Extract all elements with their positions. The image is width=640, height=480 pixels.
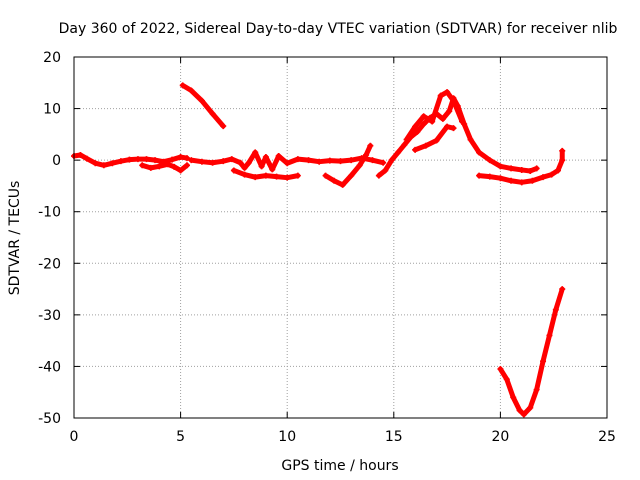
data-trace <box>433 124 450 144</box>
data-trace <box>534 358 546 393</box>
data-trace <box>199 98 216 117</box>
data-series-segment-11 <box>497 286 566 418</box>
plot-frame <box>73 56 608 419</box>
data-trace <box>504 376 516 400</box>
y-tick-label: 10 <box>43 102 61 118</box>
data-series-segment-5 <box>230 167 301 181</box>
data-point <box>450 125 457 132</box>
x-tick-label: 10 <box>278 429 296 445</box>
data-point <box>220 123 227 130</box>
data-trace <box>210 111 226 129</box>
data-point <box>380 159 387 166</box>
data-trace <box>468 137 482 155</box>
data-trace <box>450 98 465 124</box>
x-tick-label: 15 <box>385 429 403 445</box>
data-series-segment-3 <box>179 82 227 130</box>
y-tick-label: -50 <box>38 411 61 427</box>
data-point <box>183 155 190 162</box>
chart-title: Day 360 of 2022, Sidereal Day-to-day VTE… <box>59 21 618 37</box>
y-axis-label: SDTVAR / TECUs <box>7 181 23 296</box>
data-trace <box>546 307 559 338</box>
data-series-segment-8 <box>403 89 466 143</box>
y-axis: -50 -40 -30 -20 -10 0 10 20 <box>38 50 607 427</box>
data-series-segment-4 <box>188 149 387 173</box>
data-series-segment-2 <box>139 161 190 174</box>
data-trace <box>553 286 565 313</box>
y-tick-label: 0 <box>52 153 61 169</box>
data-trace <box>404 124 418 143</box>
data-series-segment-1 <box>71 151 190 169</box>
data-point <box>367 142 374 149</box>
y-tick-label: -30 <box>38 308 61 324</box>
x-tick-label: 25 <box>598 429 616 445</box>
data-trace <box>461 121 474 143</box>
y-tick-label: -20 <box>38 256 61 272</box>
data-point <box>533 165 540 172</box>
data-trace <box>429 93 444 124</box>
gridlines <box>74 57 607 418</box>
y-tick-label: 20 <box>43 50 61 66</box>
data-trace <box>178 162 190 173</box>
x-tick-label: 20 <box>491 429 509 445</box>
data-trace <box>540 332 552 364</box>
data-point <box>559 147 566 154</box>
data-series-segment-6 <box>322 142 374 188</box>
x-tick-label: 5 <box>176 429 185 445</box>
x-axis: 0 5 10 15 20 25 <box>70 57 616 445</box>
x-tick-label: 0 <box>70 429 79 445</box>
y-tick-label: -40 <box>38 359 61 375</box>
data-point <box>559 286 566 293</box>
data-trace <box>527 387 540 411</box>
x-axis-label: GPS time / hours <box>281 458 398 474</box>
data-point <box>459 118 466 125</box>
plot-series <box>71 82 566 418</box>
data-point <box>183 162 190 169</box>
data-series-segment-10 <box>476 147 566 186</box>
y-tick-label: -10 <box>38 205 61 221</box>
data-point <box>294 172 301 179</box>
data-series-segment-9 <box>412 123 457 153</box>
